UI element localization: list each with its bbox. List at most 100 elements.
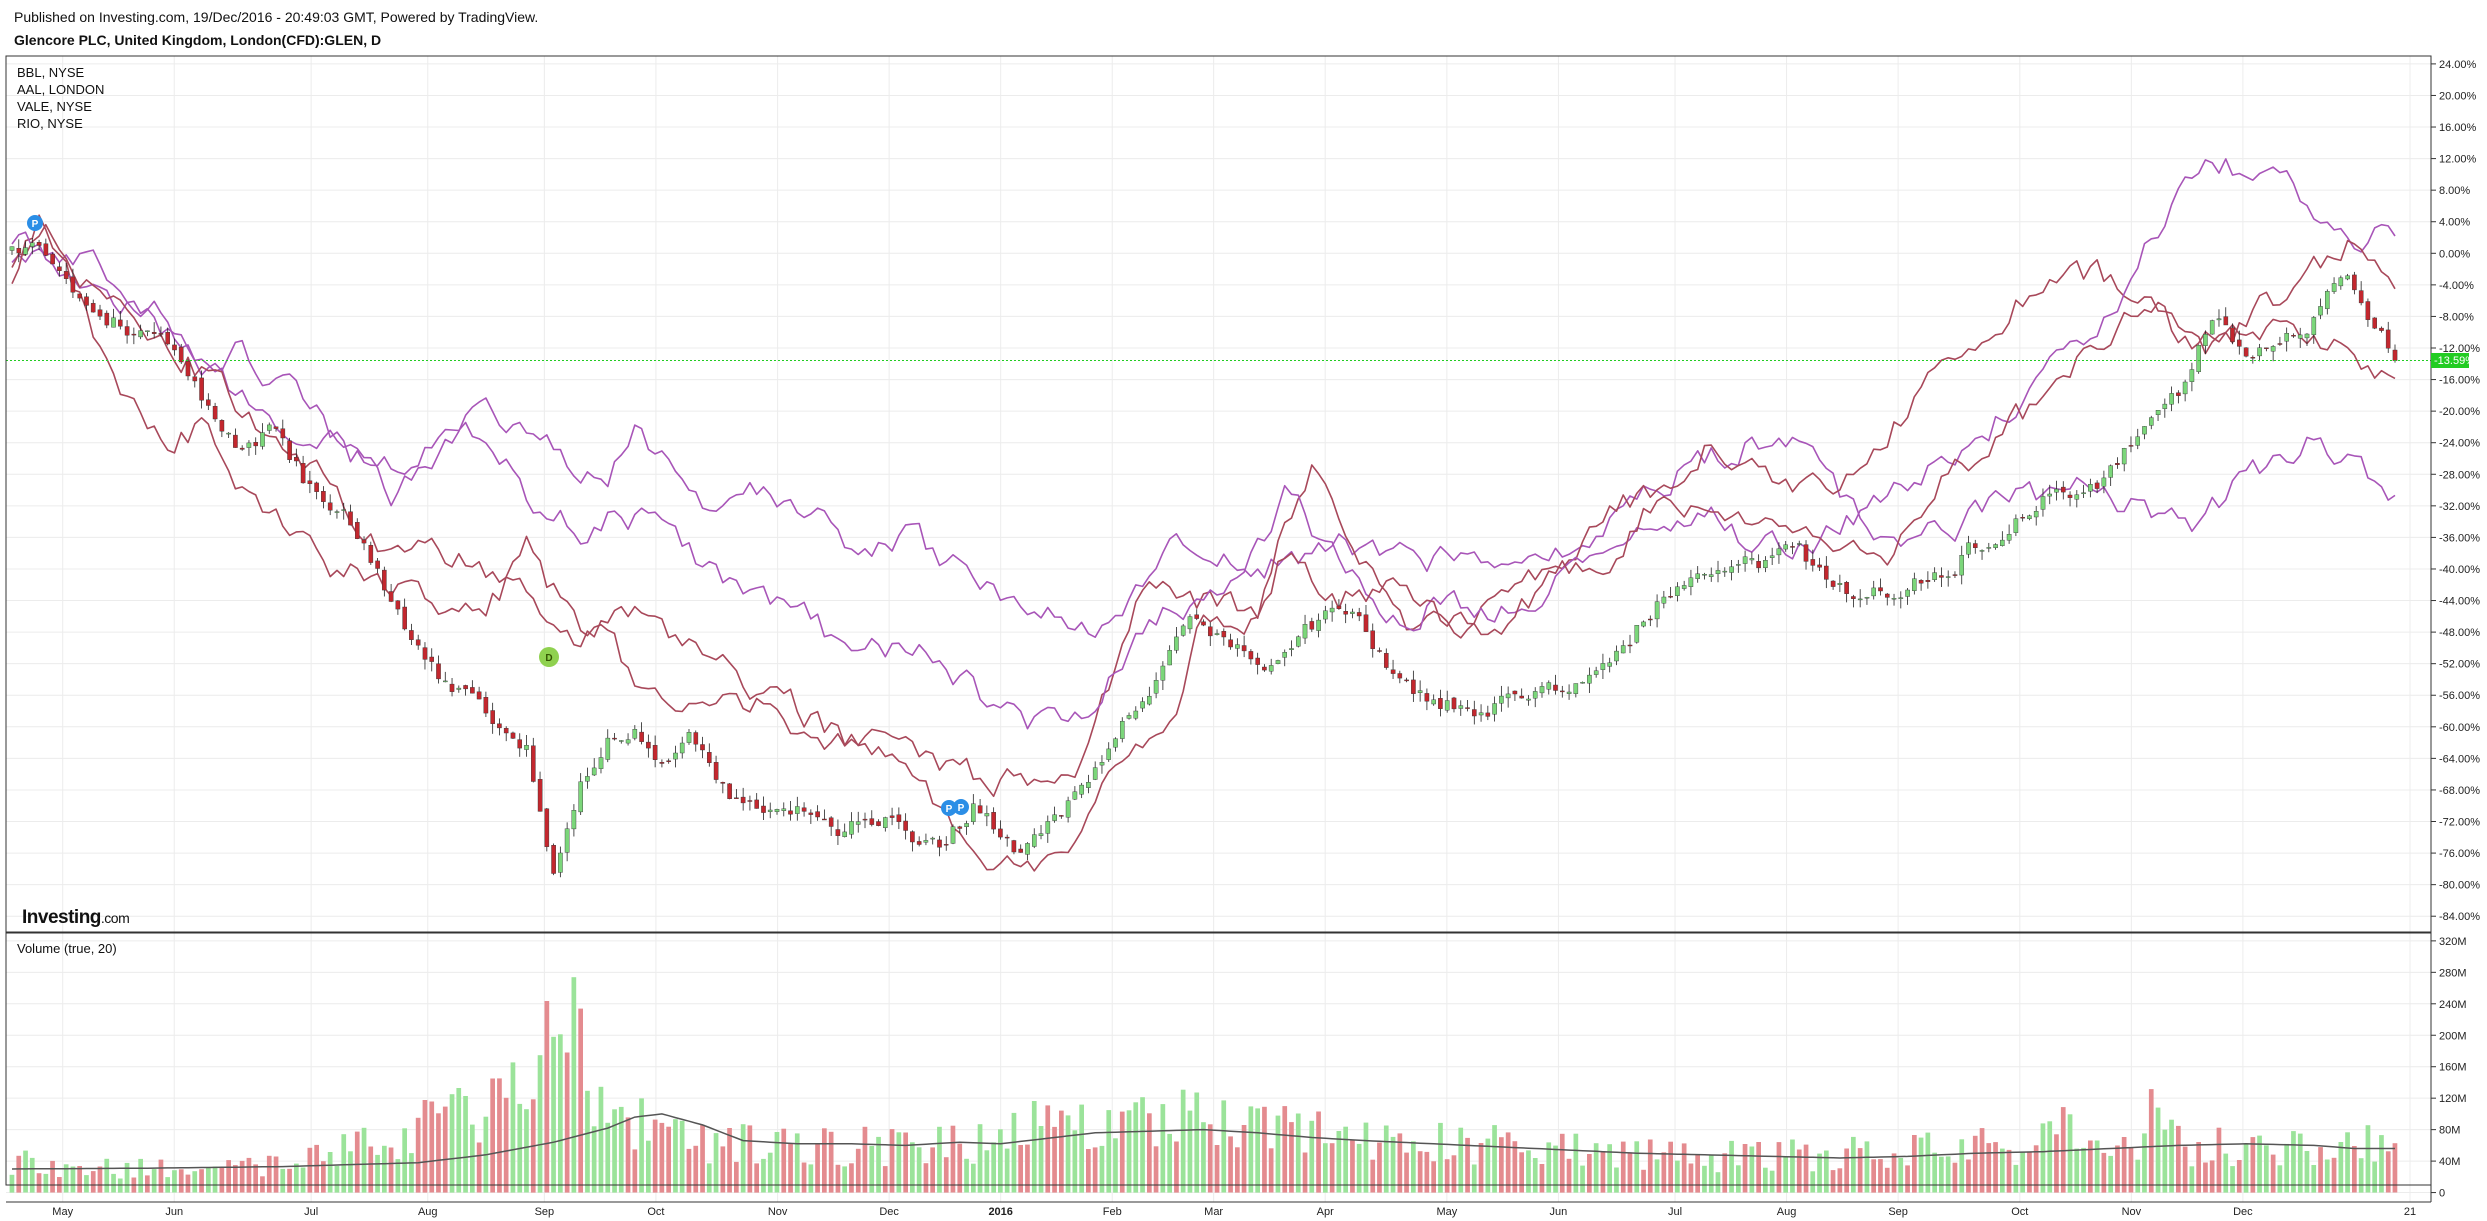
volume-bar bbox=[740, 1124, 746, 1193]
volume-bar bbox=[1546, 1142, 1552, 1193]
volume-bar bbox=[341, 1134, 347, 1193]
volume-bar bbox=[2270, 1154, 2276, 1193]
candle bbox=[1830, 580, 1836, 590]
volume-bar bbox=[178, 1169, 184, 1193]
candle-body bbox=[280, 428, 286, 439]
volume-bar bbox=[2074, 1148, 2080, 1193]
candle bbox=[1573, 683, 1579, 698]
candle-body bbox=[1641, 621, 1646, 627]
candle bbox=[1329, 600, 1335, 622]
candle bbox=[1390, 659, 1396, 679]
candle bbox=[2013, 514, 2019, 537]
volume-bar bbox=[862, 1126, 868, 1193]
candle bbox=[1891, 593, 1897, 606]
volume-bar bbox=[2027, 1151, 2032, 1193]
volume-bar bbox=[2101, 1152, 2107, 1193]
candle bbox=[957, 825, 963, 834]
candle-body bbox=[1268, 665, 1274, 672]
dividend-marker-p2[interactable]: P bbox=[941, 800, 957, 816]
volume-bar bbox=[2115, 1145, 2120, 1193]
y-tick-label: -16.00% bbox=[2439, 375, 2480, 387]
volume-bar bbox=[2088, 1140, 2093, 1193]
candle-body bbox=[355, 522, 360, 539]
volume-bar bbox=[1844, 1148, 1849, 1193]
volume-bar bbox=[50, 1160, 55, 1193]
candle bbox=[178, 343, 184, 364]
dividend-marker-p3[interactable]: P bbox=[953, 799, 969, 815]
volume-bar bbox=[1871, 1159, 1876, 1193]
candle bbox=[260, 423, 265, 450]
candle bbox=[1356, 607, 1362, 622]
candle bbox=[1966, 535, 1971, 559]
candle bbox=[2155, 410, 2161, 421]
candle bbox=[2115, 457, 2120, 469]
candle bbox=[16, 239, 22, 263]
candle-body bbox=[1891, 598, 1897, 600]
candle-body bbox=[1113, 738, 1118, 748]
x-tick-label: 2016 bbox=[988, 1206, 1012, 1218]
volume-bar bbox=[138, 1158, 143, 1193]
candle bbox=[1011, 839, 1017, 855]
volume-bar bbox=[1438, 1122, 1443, 1193]
volume-bar bbox=[1411, 1141, 1416, 1193]
candle-body bbox=[463, 685, 468, 690]
volume-bar bbox=[1099, 1145, 1105, 1193]
volume-bar bbox=[686, 1148, 692, 1193]
volume-bar bbox=[1302, 1152, 1308, 1193]
volume-bar bbox=[23, 1150, 28, 1193]
candle bbox=[476, 686, 482, 700]
volume-bar bbox=[172, 1170, 177, 1193]
candle bbox=[1485, 705, 1491, 721]
volume-bar bbox=[266, 1155, 272, 1193]
candle bbox=[1106, 742, 1111, 762]
volume-bar bbox=[727, 1128, 732, 1193]
volume-bar bbox=[2013, 1164, 2019, 1193]
candle-body bbox=[1262, 666, 1267, 671]
candle bbox=[30, 238, 35, 255]
candle-body bbox=[558, 852, 563, 873]
volume-bar bbox=[2216, 1127, 2222, 1193]
candle-body bbox=[578, 781, 583, 813]
volume-bar bbox=[801, 1162, 807, 1193]
volume-bar bbox=[219, 1167, 225, 1193]
volume-bar bbox=[754, 1163, 759, 1193]
volume-bar bbox=[1038, 1126, 1044, 1193]
y-tick-label: -64.00% bbox=[2439, 753, 2480, 765]
dividend-marker-p1[interactable]: P bbox=[27, 215, 43, 231]
candle-body bbox=[2033, 511, 2039, 518]
candle-body bbox=[910, 831, 915, 843]
volume-bar bbox=[2385, 1151, 2391, 1193]
candle bbox=[598, 747, 604, 774]
candle-body bbox=[1505, 693, 1511, 699]
volume-bar bbox=[1255, 1108, 1260, 1193]
candle-body bbox=[612, 737, 617, 740]
candle-body bbox=[30, 242, 35, 247]
candle bbox=[2379, 326, 2384, 333]
candle bbox=[368, 541, 374, 565]
candle-body bbox=[1972, 543, 1978, 549]
volume-bar bbox=[117, 1178, 123, 1193]
candle bbox=[23, 241, 28, 256]
x-tick-label: Oct bbox=[647, 1206, 664, 1218]
candle-body bbox=[131, 333, 137, 336]
candle-body bbox=[2040, 496, 2046, 510]
candle-body bbox=[1187, 616, 1193, 630]
candle-body bbox=[2094, 482, 2100, 489]
candle-body bbox=[151, 332, 157, 334]
candle bbox=[916, 836, 922, 847]
candle bbox=[1790, 542, 1795, 555]
dividend-marker-d[interactable]: D bbox=[539, 647, 559, 667]
candle bbox=[402, 598, 408, 631]
candle-body bbox=[84, 296, 89, 306]
volume-bar bbox=[1417, 1151, 1423, 1193]
volume-bar bbox=[1668, 1141, 1673, 1193]
candle-body bbox=[476, 691, 482, 700]
candle-body bbox=[1627, 644, 1633, 647]
candle bbox=[355, 518, 360, 540]
candle bbox=[1031, 828, 1037, 849]
candle bbox=[1235, 638, 1240, 657]
candle bbox=[1072, 786, 1078, 801]
volume-bar bbox=[1343, 1126, 1348, 1193]
candle-body bbox=[212, 406, 218, 420]
